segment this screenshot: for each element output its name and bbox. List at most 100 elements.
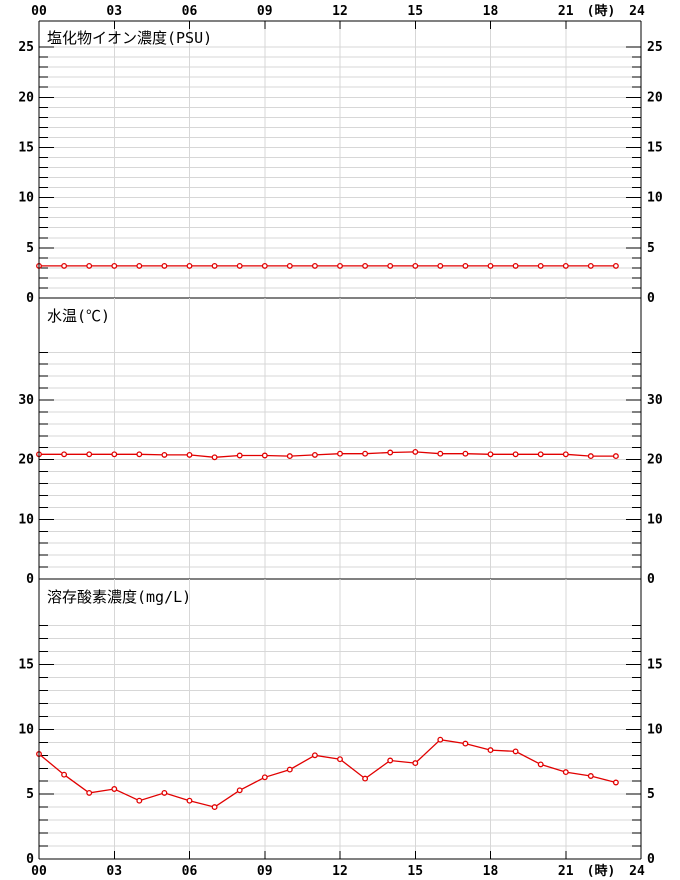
data-point-marker	[311, 752, 318, 759]
panel-gridlines	[39, 21, 641, 298]
data-point-marker	[261, 262, 268, 269]
data-point-marker	[487, 262, 494, 269]
y-tick-label-right: 0	[647, 291, 655, 306]
data-point-marker	[562, 769, 569, 776]
y-tick-label-left: 0	[26, 852, 34, 867]
x-axis-labels: 00 03 06 09 12 15 18 21 24 (時) 00 03 06 09 12 15 18 21 24 (…	[31, 3, 645, 879]
y-tick-label-right: 25	[647, 40, 663, 55]
data-point-marker	[236, 452, 243, 459]
data-point-marker	[286, 766, 293, 773]
data-point-marker	[236, 787, 243, 794]
y-axis-ticks	[39, 46, 641, 289]
data-point-marker	[211, 262, 218, 269]
panel-title-chloride: 塩化物イオン濃度(PSU)	[47, 29, 213, 47]
x-tick-label-bottom: 21	[558, 864, 574, 879]
data-point-marker	[61, 262, 68, 269]
data-point-marker	[462, 740, 469, 747]
series-line	[39, 451, 616, 458]
data-point-marker	[86, 451, 93, 458]
x-tick-label-top: 12	[332, 4, 348, 19]
data-point-marker	[186, 797, 193, 804]
data-point-marker	[612, 779, 619, 786]
data-point-marker	[311, 262, 318, 269]
series-3	[36, 736, 619, 811]
series-2	[36, 448, 619, 461]
data-point-marker	[387, 262, 394, 269]
data-point-marker	[587, 262, 594, 269]
x-tick-label-bottom: 00	[31, 864, 47, 879]
x-tick-label-bottom: 06	[182, 864, 198, 879]
y-tick-label-right: 0	[647, 572, 655, 587]
series-1	[36, 262, 619, 269]
y-tick-label-left: 10	[18, 512, 34, 527]
data-point-marker	[86, 789, 93, 796]
y-tick-label-right: 0	[647, 852, 655, 867]
y-tick-label-left: 5	[26, 241, 34, 256]
axis-frame	[38, 20, 642, 859]
panel-1: 0 0 5 5 10 10 15 15 20 20 25 25	[18, 21, 663, 306]
data-point-marker	[587, 773, 594, 779]
y-tick-label-left: 10	[18, 722, 34, 737]
panel-title-water-temp: 水温(℃)	[47, 307, 111, 325]
y-tick-label-right: 10	[647, 722, 663, 737]
y-tick-label-right: 15	[647, 140, 663, 155]
data-point-marker	[512, 748, 519, 755]
data-point-marker	[211, 804, 218, 811]
x-tick-label-top: 15	[407, 4, 423, 19]
x-axis-unit-label-top: (時)	[587, 3, 616, 19]
y-tick-label-right: 30	[647, 393, 663, 408]
data-point-marker	[412, 760, 419, 767]
data-point-marker	[562, 451, 569, 458]
data-point-marker	[61, 451, 68, 458]
y-tick-label-left: 5	[26, 787, 34, 802]
data-point-marker	[337, 756, 343, 763]
data-point-marker	[537, 451, 544, 458]
x-tick-label-bottom: 03	[106, 864, 122, 879]
x-tick-label-top: 18	[483, 4, 499, 19]
y-tick-label-right: 5	[647, 787, 655, 802]
data-point-marker	[161, 262, 168, 269]
data-point-marker	[362, 262, 369, 269]
x-tick-label-bottom: 18	[483, 864, 499, 879]
y-tick-label-left: 10	[18, 191, 34, 206]
data-point-marker	[587, 453, 594, 460]
panel-gridlines	[39, 579, 641, 859]
data-point-marker	[311, 451, 318, 458]
data-point-marker	[512, 451, 519, 458]
data-point-marker	[136, 262, 143, 269]
x-tick-label-top: 24	[629, 4, 645, 19]
data-point-marker	[512, 262, 519, 269]
x-axis-unit-label-bottom: (時)	[587, 863, 616, 879]
panel-title-dissolved-oxygen: 溶存酸素濃度(mg/L)	[47, 588, 192, 606]
x-tick-label-bottom: 09	[257, 864, 273, 879]
x-tick-label-bottom: 24	[629, 864, 645, 879]
data-point-marker	[286, 262, 293, 269]
data-point-marker	[387, 757, 394, 764]
x-tick-label-top: 03	[106, 4, 122, 19]
data-point-marker	[437, 736, 444, 743]
data-point-marker	[161, 789, 168, 796]
data-point-marker	[111, 786, 118, 792]
x-tick-label-bottom: 12	[332, 864, 348, 879]
data-point-marker	[136, 797, 143, 804]
data-point-marker	[261, 452, 268, 459]
data-point-marker	[537, 262, 544, 269]
data-point-marker	[487, 451, 494, 458]
data-point-marker	[61, 771, 68, 778]
data-point-marker	[362, 775, 369, 782]
data-point-marker	[612, 262, 619, 269]
y-tick-label-right: 5	[647, 241, 655, 256]
x-tick-label-top: 21	[558, 4, 574, 19]
data-point-marker	[412, 448, 419, 455]
y-tick-label-left: 25	[18, 40, 34, 55]
data-point-marker	[161, 451, 168, 458]
y-axis-ticks	[39, 625, 641, 847]
y-tick-label-right: 10	[647, 512, 663, 527]
y-tick-label-left: 0	[26, 572, 34, 587]
data-point-marker	[437, 262, 444, 269]
y-tick-labels: 0 0 5 5 10 10 15 15	[18, 658, 662, 867]
data-point-marker	[412, 262, 419, 269]
data-point-marker	[537, 761, 544, 768]
y-tick-label-left: 15	[18, 658, 34, 673]
